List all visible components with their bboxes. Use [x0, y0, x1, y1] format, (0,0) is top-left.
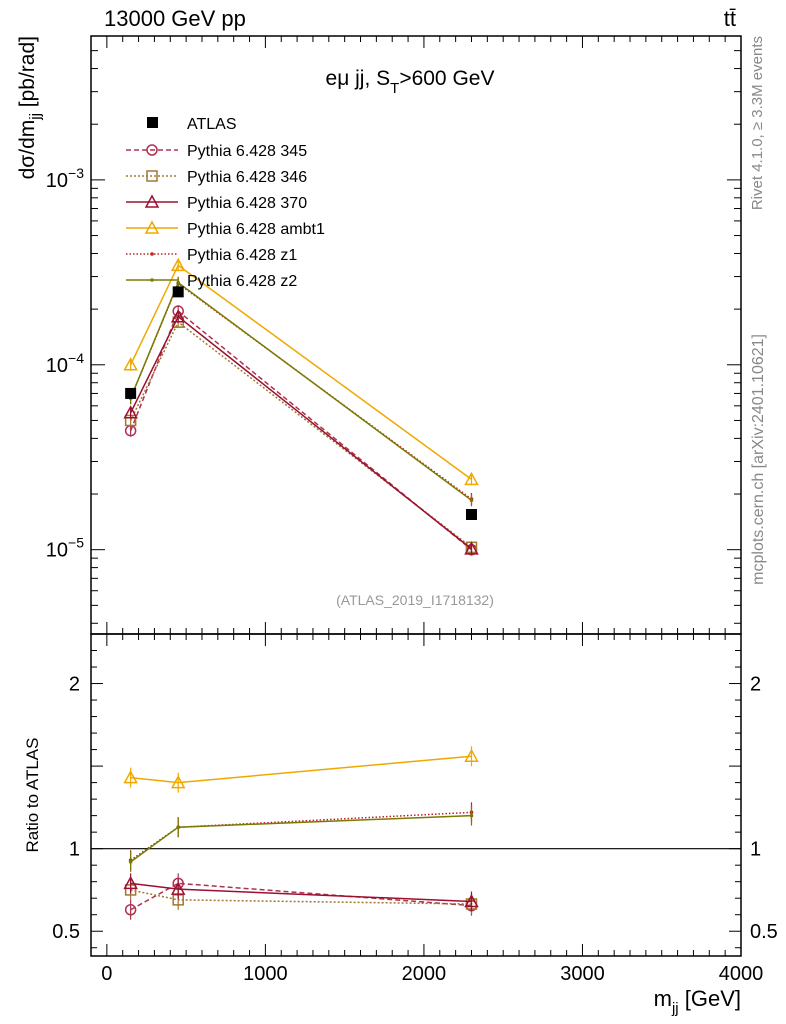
series-line	[129, 315, 472, 550]
ratio-point	[170, 881, 186, 895]
series-line	[129, 321, 472, 548]
ratio-point	[170, 775, 186, 789]
ratio-point	[464, 748, 479, 762]
legend-label: Pythia 6.428 ambt1	[187, 221, 325, 238]
series-point	[123, 357, 138, 371]
legend-atlas-label: ATLAS	[187, 116, 237, 133]
ratio-point	[469, 813, 474, 818]
series-point	[176, 280, 180, 285]
atlas-point	[465, 509, 477, 521]
ratio-point	[464, 893, 479, 908]
series-line	[129, 309, 472, 551]
main-series-group	[123, 257, 479, 556]
ratio-point	[123, 770, 138, 784]
series-point	[464, 471, 479, 486]
energy-label: 13000 GeV pp	[104, 6, 246, 31]
series-point	[123, 405, 138, 419]
ratio-line	[130, 811, 472, 861]
legend-atlas-marker	[147, 117, 158, 128]
legend-marker	[144, 194, 160, 208]
legend-label: Pythia 6.428 345	[187, 143, 307, 160]
y-tick-label: 2	[69, 674, 80, 696]
ratio-axis-ticks: 0 1000 2000 3000 4000 0.5 0.5 1 1 2 2	[52, 634, 778, 985]
series-point	[170, 257, 186, 272]
x-tick-label: 3000	[560, 963, 605, 985]
y-tick-label: 0.5	[750, 921, 778, 943]
legend-marker	[144, 220, 160, 234]
y-tick-label: 1	[750, 839, 761, 861]
x-tick-label: 0	[101, 963, 112, 985]
ratio-point	[176, 825, 180, 829]
legend-label: Pythia 6.428 z1	[187, 247, 297, 264]
analysis-label: (ATLAS_2019_I1718132)	[336, 592, 494, 608]
series-line	[129, 264, 472, 480]
ratio-series-group	[123, 746, 479, 920]
x-tick-label: 4000	[719, 963, 764, 985]
ratio-line	[130, 882, 472, 911]
x-tick-label: 1000	[243, 963, 288, 985]
y-tick-label: 1	[69, 839, 80, 861]
series-point	[464, 541, 479, 555]
y-tick-label: 10−3	[46, 165, 84, 192]
series-point	[469, 498, 474, 503]
ratio-point	[128, 860, 133, 864]
rivet-label: Rivet 4.1.0, ≥ 3.3M events	[749, 36, 766, 210]
ratio-point	[124, 904, 137, 916]
y-tick-label: 0.5	[52, 921, 80, 943]
y-tick-label: 2	[750, 674, 761, 696]
y-tick-label: 10−4	[46, 350, 84, 377]
legend-marker	[150, 278, 154, 282]
legend-marker	[146, 144, 158, 156]
legend-label: Pythia 6.428 370	[187, 195, 307, 212]
site-label: mcplots.cern.ch [arXiv:2401.10621]	[750, 334, 767, 585]
legend-label: Pythia 6.428 z2	[187, 273, 297, 290]
atlas-point	[172, 286, 184, 298]
ratio-ylabel: Ratio to ATLAS	[23, 738, 42, 853]
ratio-line	[130, 814, 472, 863]
atlas-point	[125, 387, 137, 399]
main-title: eμ jj, ST>600 GeV	[326, 67, 495, 97]
legend-marker	[150, 252, 154, 256]
x-tick-label: 2000	[402, 963, 447, 985]
x-axis-label: mjj [GeV]	[654, 986, 741, 1017]
y-tick-label: 10−5	[46, 535, 84, 562]
legend: ATLAS Pythia 6.428 345 Pythia 6.428 346 Pyt…	[126, 116, 325, 290]
main-ylabel: dσ/dmjj [pb/rad]	[16, 36, 44, 179]
legend-label: Pythia 6.428 346	[187, 169, 307, 186]
ratio-panel-frame	[90, 633, 742, 957]
ratio-line	[130, 755, 472, 784]
main-axis-ticks: 10−5 10−4 10−3	[46, 35, 742, 634]
series-point	[170, 309, 186, 323]
legend-marker	[146, 170, 158, 182]
ratio-point	[123, 875, 138, 890]
process-label: tt̄	[724, 6, 736, 31]
